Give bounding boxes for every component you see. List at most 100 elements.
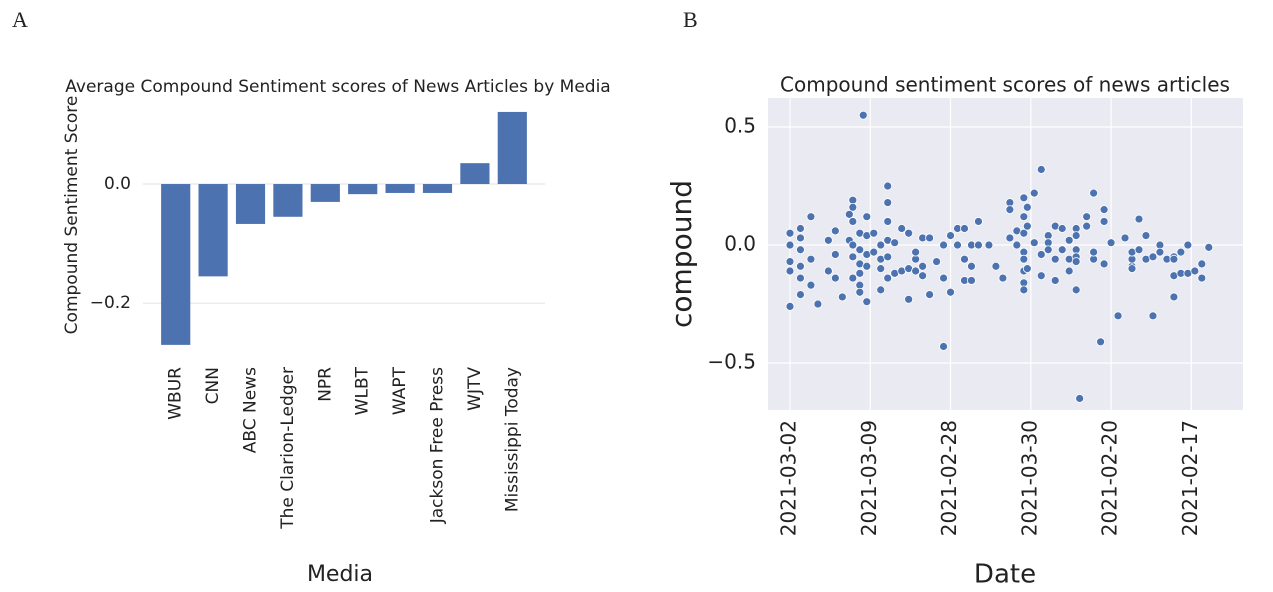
- x-tick-label: NPR: [315, 367, 335, 402]
- point: [862, 212, 872, 222]
- x-tick-label: 2021-02-17: [1178, 420, 1202, 536]
- point: [1005, 233, 1015, 243]
- x-tick-label: 2021-02-28: [937, 420, 961, 536]
- point: [1036, 165, 1046, 174]
- bar: [385, 184, 415, 193]
- y-tick-label: −0.5: [707, 350, 756, 374]
- point: [1134, 214, 1144, 224]
- point: [1050, 276, 1060, 285]
- bar: [348, 184, 378, 195]
- point: [796, 261, 805, 271]
- point: [796, 224, 805, 233]
- point: [796, 233, 805, 243]
- point: [911, 266, 921, 276]
- point: [1141, 231, 1151, 240]
- point: [830, 273, 840, 283]
- point: [984, 240, 994, 250]
- point: [855, 268, 865, 278]
- point: [1050, 254, 1060, 264]
- x-axis-label: Media: [307, 562, 373, 587]
- point: [1169, 292, 1179, 302]
- point: [939, 273, 948, 283]
- point: [1197, 259, 1207, 269]
- bar: [497, 111, 527, 185]
- x-tick-label: The Clarion-Ledger: [278, 367, 298, 530]
- x-tick-label: WAPT: [390, 366, 410, 415]
- point: [785, 266, 795, 276]
- point: [1029, 238, 1039, 248]
- bar: [310, 184, 340, 202]
- point: [1099, 205, 1109, 215]
- point: [1082, 221, 1092, 231]
- x-tick-label: WLBT: [353, 366, 373, 415]
- plot-layer: [768, 98, 1243, 410]
- point: [911, 247, 921, 257]
- point: [848, 252, 858, 262]
- point: [1106, 238, 1116, 248]
- point: [1155, 247, 1165, 257]
- point: [848, 217, 858, 226]
- point: [876, 240, 886, 250]
- point: [974, 217, 983, 226]
- point: [883, 181, 893, 191]
- point: [1089, 247, 1099, 257]
- point: [1036, 250, 1046, 259]
- x-tick-label: WJTV: [465, 367, 485, 411]
- point: [855, 245, 865, 255]
- x-tick-label: CNN: [203, 367, 223, 404]
- point: [946, 231, 955, 240]
- point: [1099, 259, 1109, 269]
- point: [925, 290, 934, 299]
- point: [932, 257, 941, 266]
- point: [918, 261, 928, 271]
- point: [869, 228, 879, 238]
- point: [1019, 193, 1029, 203]
- point: [869, 247, 879, 257]
- bar: [422, 184, 453, 193]
- point: [967, 261, 976, 271]
- point: [830, 226, 840, 236]
- point: [1071, 231, 1081, 240]
- point: [823, 235, 833, 245]
- point: [1099, 217, 1109, 226]
- point: [796, 273, 805, 283]
- point: [1029, 188, 1039, 198]
- point: [1019, 228, 1029, 238]
- point: [883, 217, 893, 226]
- y-tick-label: −0.2: [90, 293, 131, 313]
- point: [830, 250, 840, 259]
- point: [1012, 240, 1022, 250]
- x-tick-label: 2021-03-02: [776, 420, 800, 536]
- point: [837, 292, 847, 302]
- y-tick-label: 0.0: [104, 174, 131, 194]
- point: [1075, 394, 1085, 403]
- point: [1082, 212, 1092, 222]
- point: [904, 228, 914, 238]
- x-tick-label: Mississippi Today: [502, 367, 522, 512]
- point: [1019, 285, 1029, 295]
- point: [1064, 266, 1074, 276]
- bar: [198, 184, 228, 277]
- point: [883, 198, 893, 207]
- point: [939, 342, 948, 351]
- point: [855, 287, 865, 297]
- point: [785, 240, 795, 250]
- point: [844, 209, 854, 219]
- point: [960, 254, 969, 264]
- point: [974, 240, 983, 250]
- point: [813, 299, 823, 309]
- point: [1019, 212, 1029, 222]
- x-tick-label: 2021-02-20: [1098, 420, 1122, 536]
- point: [998, 273, 1008, 283]
- y-axis-label: compound: [665, 180, 698, 328]
- chart-title: Compound sentiment scores of news articl…: [780, 73, 1230, 97]
- y-tick-label: 0.5: [724, 114, 756, 138]
- plot-layer: [143, 111, 545, 345]
- point: [1022, 202, 1032, 212]
- point: [918, 271, 928, 281]
- point: [1036, 271, 1046, 281]
- bar: [161, 184, 191, 345]
- bar: [273, 184, 303, 217]
- point: [1148, 252, 1158, 262]
